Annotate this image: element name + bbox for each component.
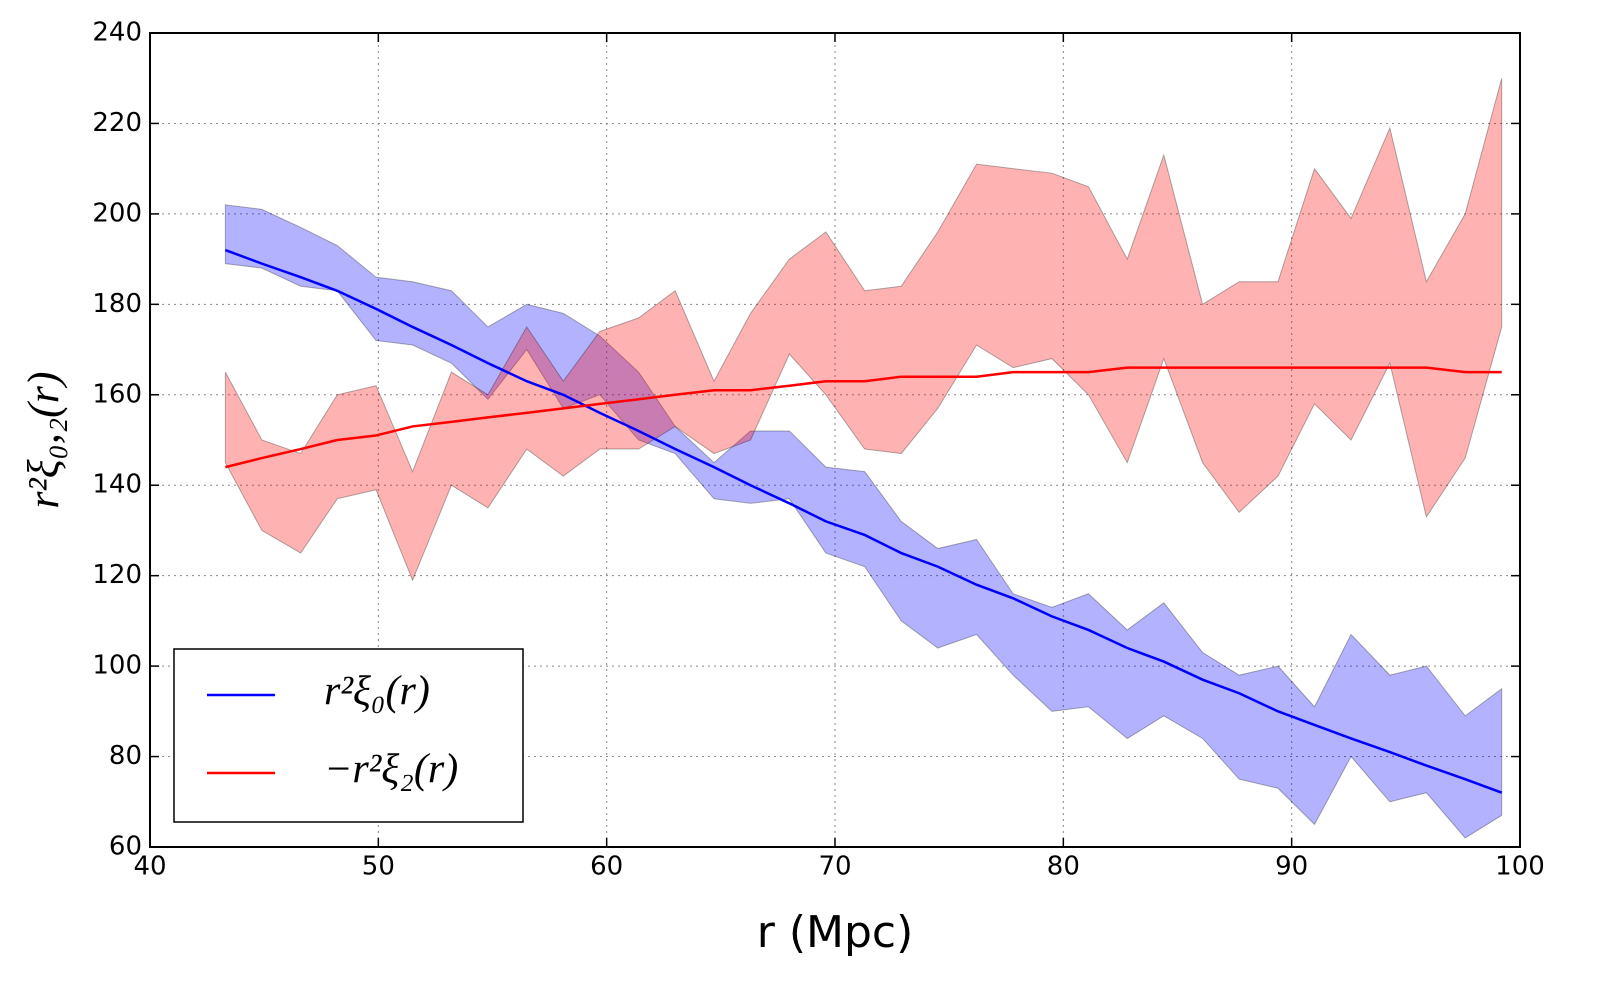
y-axis-label: r²ξ₀,₂(r): [19, 371, 68, 508]
error-band: [224, 78, 1503, 582]
legend-label: −r²ξ₂(r): [324, 747, 458, 793]
legend-label: r²ξ₀(r): [324, 669, 430, 715]
y-tick-label: 60: [109, 832, 142, 862]
x-tick-label: 60: [590, 852, 623, 882]
y-tick-label: 160: [92, 379, 142, 409]
line: [225, 366, 1502, 469]
legend: r²ξ₀(r) −r²ξ₂(r): [173, 648, 524, 823]
x-tick-label: 90: [1275, 852, 1308, 882]
x-tick-label: 80: [1047, 852, 1080, 882]
x-tick-label: 50: [362, 852, 395, 882]
y-tick-label: 240: [92, 18, 142, 48]
y-tick-label: 120: [92, 560, 142, 590]
x-tick-label: 40: [133, 852, 166, 882]
y-tick-label: 180: [92, 289, 142, 319]
legend-box: [173, 648, 524, 823]
y-tick-label: 140: [92, 470, 142, 500]
x-axis-label: r (Mpc): [757, 907, 914, 958]
x-tick-label: 100: [1495, 852, 1545, 882]
y-tick-label: 200: [92, 198, 142, 228]
x-tick-label: 70: [818, 852, 851, 882]
y-tick-label: 220: [92, 108, 142, 138]
y-tick-label: 80: [109, 741, 142, 771]
line: [224, 248, 1503, 794]
y-tick-label: 100: [92, 651, 142, 681]
